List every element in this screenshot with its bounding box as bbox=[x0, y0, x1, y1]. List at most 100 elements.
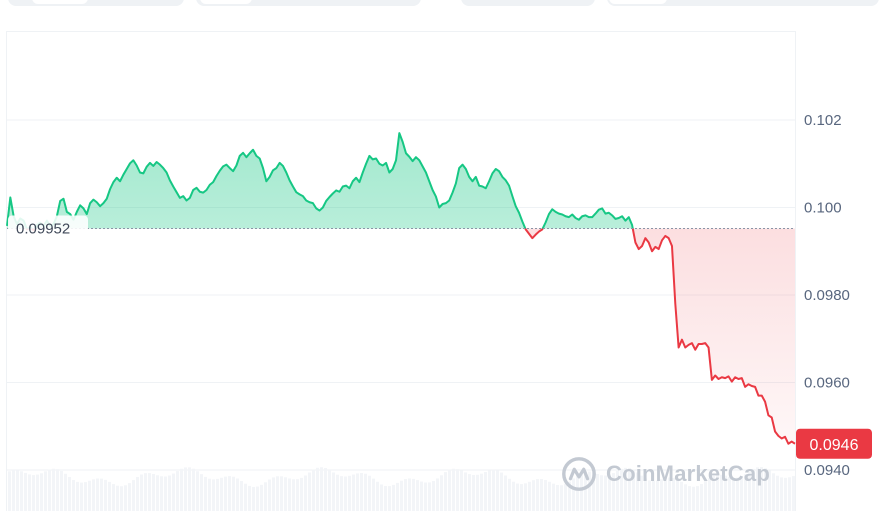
volume-bar bbox=[756, 467, 759, 511]
timeframe-tab-2[interactable] bbox=[196, 0, 421, 6]
volume-bar bbox=[356, 473, 359, 511]
volume-bar bbox=[436, 478, 439, 511]
volume-bar bbox=[232, 476, 235, 511]
volume-bar bbox=[344, 476, 347, 511]
volume-bar bbox=[44, 471, 47, 511]
volume-bar bbox=[524, 483, 527, 511]
volume-bar bbox=[352, 474, 355, 511]
volume-bar bbox=[628, 468, 631, 511]
volume-bar bbox=[464, 472, 467, 511]
volume-bar bbox=[124, 485, 127, 511]
volume-bar bbox=[48, 469, 51, 511]
volume-bar bbox=[548, 481, 551, 511]
volume-bar bbox=[16, 470, 19, 511]
volume-bar bbox=[120, 486, 123, 511]
y-tick-label: 0.0940 bbox=[804, 462, 850, 479]
volume-bar bbox=[504, 475, 507, 511]
volume-bar bbox=[376, 481, 379, 511]
volume-bar bbox=[8, 471, 11, 511]
volume-bar bbox=[280, 476, 283, 511]
volume-bar bbox=[296, 479, 299, 511]
volume-bar bbox=[744, 474, 747, 511]
volume-bar bbox=[580, 472, 583, 511]
volume-bar bbox=[304, 475, 307, 511]
timeframe-tab-1[interactable] bbox=[8, 0, 184, 6]
volume-bar bbox=[612, 473, 615, 511]
volume-bar bbox=[36, 474, 39, 511]
volume-bar bbox=[664, 478, 667, 511]
volume-bar bbox=[440, 475, 443, 511]
volume-bar bbox=[340, 476, 343, 511]
volume-bar bbox=[336, 474, 339, 511]
volume-bar bbox=[488, 470, 491, 511]
volume-bar bbox=[112, 484, 115, 511]
volume-bar bbox=[408, 478, 411, 511]
volume-bar bbox=[624, 467, 627, 511]
volume-bar bbox=[136, 476, 139, 511]
volume-bar bbox=[208, 478, 211, 511]
volume-bar bbox=[636, 472, 639, 511]
volume-bar bbox=[608, 474, 611, 511]
y-tick-label: 0.102 bbox=[804, 112, 842, 129]
volume-bar bbox=[300, 477, 303, 511]
volume-bar bbox=[644, 478, 647, 511]
volume-bar bbox=[240, 481, 243, 511]
volume-bar bbox=[552, 483, 555, 511]
reference-price-text: 0.09952 bbox=[16, 221, 70, 238]
volume-bar bbox=[236, 478, 239, 511]
volume-bar bbox=[532, 480, 535, 511]
volume-bar bbox=[656, 480, 659, 511]
volume-bar bbox=[704, 481, 707, 511]
volume-bar bbox=[204, 476, 207, 511]
volume-bar bbox=[428, 482, 431, 511]
volume-bar bbox=[76, 481, 79, 511]
timeframe-tabs bbox=[0, 0, 883, 8]
volume-bar bbox=[736, 477, 739, 511]
volume-bar bbox=[396, 482, 399, 511]
volume-bar bbox=[576, 475, 579, 511]
volume-bar bbox=[248, 485, 251, 511]
volume-bar bbox=[196, 471, 199, 511]
volume-bar bbox=[12, 470, 15, 511]
volume-bar bbox=[652, 481, 655, 511]
volume-bar bbox=[104, 479, 107, 511]
volume-bar bbox=[72, 479, 75, 511]
volume-bar bbox=[140, 474, 143, 511]
volume-bar bbox=[732, 477, 735, 511]
volume-bar bbox=[400, 480, 403, 511]
volume-bar bbox=[372, 478, 375, 511]
volume-bar bbox=[176, 471, 179, 511]
timeframe-tab-3[interactable] bbox=[461, 0, 595, 6]
y-tick-label: 0.0980 bbox=[804, 287, 850, 304]
volume-bar bbox=[516, 483, 519, 511]
volume-bar bbox=[584, 471, 587, 511]
volume-bar bbox=[592, 472, 595, 511]
volume-bar bbox=[768, 470, 771, 511]
volume-bar bbox=[536, 479, 539, 511]
volume-bar bbox=[684, 484, 687, 511]
volume-bar bbox=[460, 470, 463, 511]
volume-bar bbox=[708, 478, 711, 511]
volume-bar bbox=[172, 473, 175, 511]
volume-bar bbox=[184, 467, 187, 511]
volume-bar bbox=[228, 476, 231, 511]
volume-bar bbox=[560, 485, 563, 511]
volume-bar bbox=[152, 473, 155, 511]
volume-bar bbox=[496, 470, 499, 511]
volume-bar bbox=[388, 486, 391, 511]
volume-bar bbox=[492, 469, 495, 511]
volume-bar bbox=[164, 476, 167, 511]
volume-bar bbox=[100, 478, 103, 511]
volume-bar bbox=[792, 476, 795, 511]
volume-bar bbox=[60, 470, 63, 511]
volume-bar bbox=[472, 475, 475, 511]
watermark-brand-text: CoinMarketCap bbox=[606, 461, 770, 486]
volume-bar bbox=[764, 468, 767, 511]
volume-bar bbox=[200, 474, 203, 511]
timeframe-tab-4[interactable] bbox=[607, 0, 879, 6]
volume-bar bbox=[620, 468, 623, 511]
volume-bar bbox=[740, 476, 743, 511]
volume-bar bbox=[348, 475, 351, 511]
